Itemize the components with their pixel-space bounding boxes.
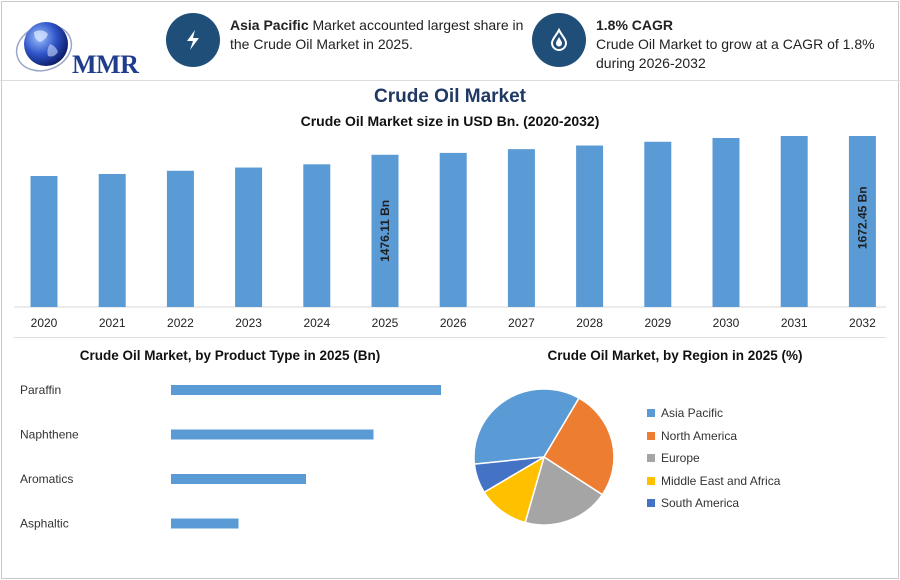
legend-swatch (647, 476, 655, 485)
bar-2020 (30, 176, 58, 307)
info-card-cagr: 1.8% CAGR Crude Oil Market to grow at a … (596, 16, 896, 73)
legend-swatch (647, 409, 655, 418)
pie-slice-south-america (473, 456, 545, 494)
logo-wordmark: MMR (72, 50, 139, 79)
region-legend: Asia Pacific North America Europe Middle Ea… (647, 402, 780, 515)
legend-item: South America (647, 492, 780, 515)
x-tick-label: 2022 (167, 316, 194, 330)
bar-paraffin (171, 385, 441, 395)
bar-asphaltic (171, 518, 239, 529)
x-tick-label: 2028 (576, 316, 603, 330)
y-tick-label: Naphthene (20, 428, 79, 442)
lightning-icon (166, 13, 220, 67)
pie-slice-north-america (542, 397, 615, 496)
bar-2029 (644, 141, 672, 307)
legend-swatch (647, 454, 655, 463)
legend-swatch (647, 431, 655, 440)
bar-2027 (507, 149, 535, 307)
legend-item: Europe (647, 447, 780, 470)
bar-2026 (439, 152, 467, 307)
oil-drop-icon (532, 13, 586, 67)
legend-item: Middle East and Africa (647, 470, 780, 493)
info-card-text: Crude Oil Market to grow at a CAGR of 1.… (596, 36, 875, 52)
legend-label: North America (661, 428, 738, 443)
data-label: 1476.11 Bn (378, 200, 392, 262)
bar-2025 (371, 154, 399, 307)
info-card-text-line2: the Crude Oil Market in 2025. (230, 36, 413, 52)
pie-slice-europe (524, 455, 604, 526)
bar-2021 (98, 173, 126, 307)
bar-2023 (235, 167, 263, 307)
region-chart-title: Crude Oil Market, by Region in 2025 (%) (547, 348, 803, 363)
x-tick-label: 2029 (644, 316, 671, 330)
info-card-asia-pacific: Asia Pacific Market accounted largest sh… (230, 16, 530, 54)
page-title: Crude Oil Market (373, 86, 527, 107)
y-tick-label: Asphaltic (20, 517, 69, 531)
legend-item: North America (647, 425, 780, 448)
market-size-bar-chart: 2020 2021 2022 2023 2024 2025 1476.11 Bn 2026 20… (14, 136, 886, 330)
bar-aromatics (171, 474, 306, 484)
x-tick-label: 2030 (713, 316, 740, 330)
bar-2028 (576, 145, 604, 307)
globe-icon (15, 22, 73, 72)
mmr-logo: MMR (14, 14, 144, 82)
bar-2031 (780, 136, 808, 307)
x-tick-label: 2025 (372, 316, 399, 330)
bar-chart-title: Crude Oil Market size in USD Bn. (2020-2… (300, 113, 600, 129)
legend-item: Asia Pacific (647, 402, 780, 425)
bar-2024 (303, 164, 331, 307)
header-divider (0, 80, 900, 81)
pie-slice-asia-pacific (473, 388, 581, 465)
x-tick-label: 2032 (849, 316, 876, 330)
x-tick-label: 2026 (440, 316, 467, 330)
bar-2022 (166, 170, 194, 307)
legend-label: Asia Pacific (661, 406, 724, 421)
x-tick-label: 2024 (303, 316, 330, 330)
x-tick-label: 2021 (99, 316, 126, 330)
legend-label: Middle East and Africa (661, 473, 781, 488)
product-type-chart-title: Crude Oil Market, by Product Type in 202… (79, 348, 381, 363)
info-card-text: Market accounted largest share in (308, 17, 524, 33)
x-tick-label: 2023 (235, 316, 262, 330)
x-tick-label: 2020 (31, 316, 58, 330)
y-tick-label: Paraffin (20, 383, 61, 397)
legend-swatch (647, 499, 655, 508)
legend-label: South America (661, 496, 740, 511)
bar-2032 (848, 136, 876, 307)
section-divider (14, 337, 886, 338)
info-card-text-line2: during 2026-2032 (596, 55, 706, 71)
bar-2030 (712, 137, 740, 307)
bar-naphthene (171, 429, 374, 440)
info-card-bold: 1.8% CAGR (596, 17, 674, 33)
data-label: 1672.45 Bn (855, 186, 869, 249)
info-card-bold: Asia Pacific (230, 17, 309, 33)
x-tick-label: 2031 (781, 316, 808, 330)
product-type-bar-chart: Paraffin Naphthene Aromatics Asphaltic (20, 383, 441, 531)
x-tick-label: 2027 (508, 316, 535, 330)
region-pie-chart (473, 388, 615, 526)
legend-label: Europe (661, 451, 700, 466)
y-tick-label: Aromatics (20, 472, 73, 486)
